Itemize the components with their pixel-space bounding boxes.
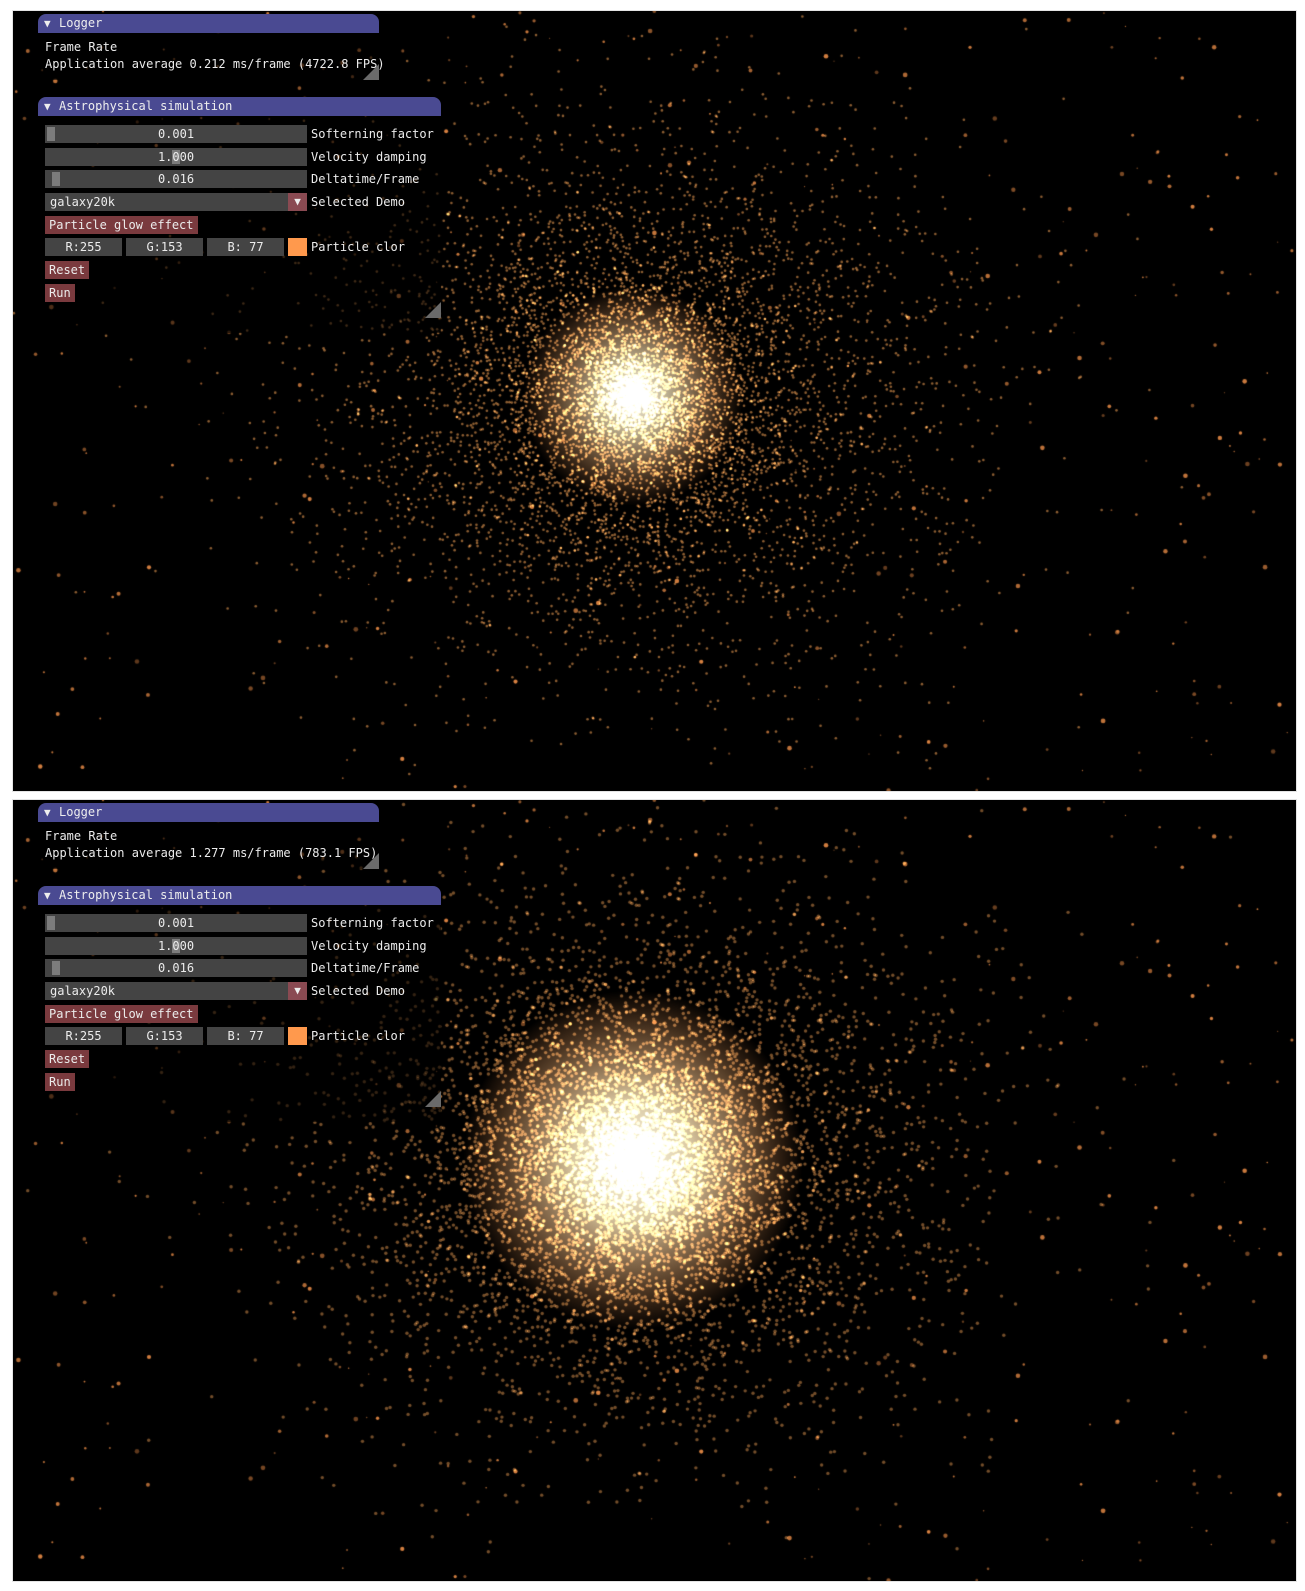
color-r-field[interactable]: R:255	[45, 238, 122, 256]
color-b-field[interactable]: B: 77	[207, 238, 284, 256]
simulation-title-bar[interactable]: ▼ Astrophysical simulation	[38, 97, 441, 116]
selected-demo-label: Selected Demo	[311, 984, 405, 998]
resize-grip-icon[interactable]	[425, 302, 441, 318]
particle-glow-button[interactable]: Particle glow effect	[45, 1005, 198, 1023]
particle-glow-button[interactable]: Particle glow effect	[45, 216, 198, 234]
softening-factor-label: Softerning factor	[311, 916, 434, 930]
velocity-damping-slider[interactable]: 1.000	[45, 937, 307, 955]
color-b-field[interactable]: B: 77	[207, 1027, 284, 1045]
collapse-triangle-icon[interactable]: ▼	[44, 889, 51, 902]
frame-rate-label: Frame Rate	[45, 829, 118, 843]
logger-body: Frame Rate Application average 1.277 ms/…	[38, 822, 379, 869]
resize-grip-icon[interactable]	[363, 64, 379, 80]
slider-grab-handle[interactable]	[47, 127, 55, 141]
softening-factor-slider[interactable]: 0.001	[45, 914, 307, 932]
deltatime-slider[interactable]: 0.016	[45, 170, 307, 188]
logger-window: ▼ Logger Frame Rate Application average …	[38, 14, 385, 80]
simulation-title-bar[interactable]: ▼ Astrophysical simulation	[38, 886, 441, 905]
application-average-text: Application average 1.277 ms/frame (783.…	[45, 846, 378, 860]
simulation-body: 0.001 Softerning factor 1.000 Velocity d…	[38, 905, 441, 1122]
resize-grip-icon[interactable]	[363, 853, 379, 869]
velocity-damping-label: Velocity damping	[311, 150, 427, 164]
simulation-title: Astrophysical simulation	[59, 888, 233, 902]
selected-demo-value: galaxy20k	[50, 984, 116, 998]
velocity-damping-value: 1.000	[157, 150, 195, 164]
logger-title-bar[interactable]: ▼ Logger	[38, 803, 379, 822]
deltatime-label: Deltatime/Frame	[311, 172, 420, 186]
astrophysical-simulation-window: ▼ Astrophysical simulation 0.001 Softern…	[38, 97, 441, 333]
particle-color-label: Particle clor	[311, 1029, 405, 1043]
particle-color-swatch[interactable]	[288, 1027, 307, 1045]
slider-grab-handle[interactable]	[52, 961, 60, 975]
render-viewport-glow-off[interactable]: ▼ Logger Frame Rate Application average …	[12, 10, 1297, 792]
selected-demo-label: Selected Demo	[311, 195, 405, 209]
logger-title-bar[interactable]: ▼ Logger	[38, 14, 379, 33]
slider-grab-handle[interactable]	[172, 939, 180, 953]
collapse-triangle-icon[interactable]: ▼	[44, 100, 51, 113]
simulation-body: 0.001 Softerning factor 1.000 Velocity d…	[38, 116, 441, 333]
slider-grab-handle[interactable]	[172, 150, 180, 164]
selected-demo-value: galaxy20k	[50, 195, 116, 209]
deltatime-slider[interactable]: 0.016	[45, 959, 307, 977]
logger-title: Logger	[59, 16, 103, 30]
reset-button[interactable]: Reset	[45, 1050, 90, 1068]
collapse-triangle-icon[interactable]: ▼	[44, 806, 51, 819]
frame-rate-label: Frame Rate	[45, 40, 118, 54]
velocity-damping-value: 1.000	[157, 939, 195, 953]
application-average-text: Application average 0.212 ms/frame (4722…	[45, 57, 385, 71]
run-button[interactable]: Run	[45, 284, 75, 302]
slider-grab-handle[interactable]	[52, 172, 60, 186]
run-button[interactable]: Run	[45, 1073, 75, 1091]
selected-demo-combo[interactable]: galaxy20k ▼	[45, 193, 307, 211]
color-g-field[interactable]: G:153	[126, 1027, 203, 1045]
selected-demo-combo[interactable]: galaxy20k ▼	[45, 982, 307, 1000]
logger-body: Frame Rate Application average 0.212 ms/…	[38, 33, 385, 80]
velocity-damping-slider[interactable]: 1.000	[45, 148, 307, 166]
resize-grip-icon[interactable]	[425, 1091, 441, 1107]
simulation-title: Astrophysical simulation	[59, 99, 233, 113]
deltatime-value: 0.016	[157, 961, 195, 975]
softening-factor-value: 0.001	[157, 127, 195, 141]
softening-factor-label: Softerning factor	[311, 127, 434, 141]
particle-color-label: Particle clor	[311, 240, 405, 254]
chevron-down-icon[interactable]: ▼	[288, 193, 307, 211]
softening-factor-slider[interactable]: 0.001	[45, 125, 307, 143]
softening-factor-value: 0.001	[157, 916, 195, 930]
astrophysical-simulation-window: ▼ Astrophysical simulation 0.001 Softern…	[38, 886, 441, 1122]
velocity-damping-label: Velocity damping	[311, 939, 427, 953]
collapse-triangle-icon[interactable]: ▼	[44, 17, 51, 30]
deltatime-label: Deltatime/Frame	[311, 961, 420, 975]
deltatime-value: 0.016	[157, 172, 195, 186]
particle-color-swatch[interactable]	[288, 238, 307, 256]
color-g-field[interactable]: G:153	[126, 238, 203, 256]
logger-title: Logger	[59, 805, 103, 819]
logger-window: ▼ Logger Frame Rate Application average …	[38, 803, 379, 869]
reset-button[interactable]: Reset	[45, 261, 90, 279]
color-r-field[interactable]: R:255	[45, 1027, 122, 1045]
render-viewport-glow-on[interactable]: ▼ Logger Frame Rate Application average …	[12, 799, 1297, 1582]
chevron-down-icon[interactable]: ▼	[288, 982, 307, 1000]
slider-grab-handle[interactable]	[47, 916, 55, 930]
